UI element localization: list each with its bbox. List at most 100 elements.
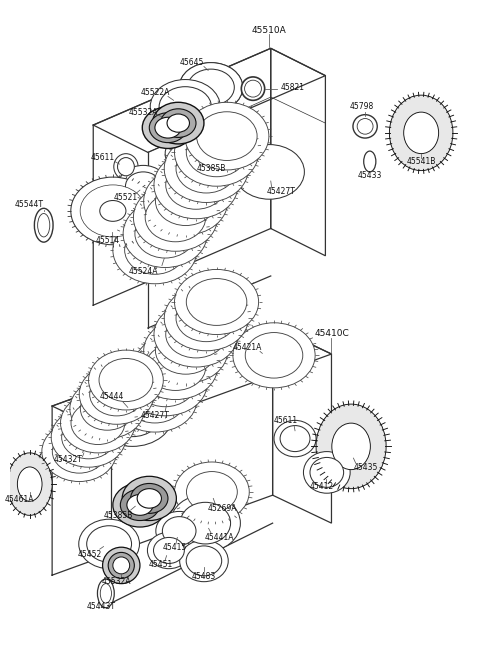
Ellipse shape [145,193,206,242]
Ellipse shape [123,351,207,416]
Text: 45412: 45412 [310,482,334,491]
Ellipse shape [154,151,238,218]
Ellipse shape [353,115,377,138]
Text: 45532A: 45532A [129,108,158,117]
Ellipse shape [113,367,197,432]
Ellipse shape [175,119,259,186]
Text: 45432T: 45432T [54,455,83,464]
Ellipse shape [37,213,50,237]
Ellipse shape [179,62,243,112]
Ellipse shape [233,323,315,388]
Ellipse shape [164,135,248,203]
Ellipse shape [42,422,117,482]
Ellipse shape [60,393,135,453]
Ellipse shape [156,177,216,226]
Ellipse shape [166,311,226,358]
Ellipse shape [159,87,211,127]
Text: 45522A: 45522A [140,88,169,97]
Ellipse shape [154,537,184,564]
Text: 45443T: 45443T [87,602,116,611]
Ellipse shape [80,185,145,237]
Text: 45524A: 45524A [129,267,158,276]
Text: 45532A: 45532A [102,577,132,586]
Ellipse shape [87,525,132,562]
Ellipse shape [104,391,161,437]
Text: 45451: 45451 [148,560,173,569]
Ellipse shape [175,270,259,335]
Text: 45435: 45435 [354,463,378,472]
Ellipse shape [150,79,220,134]
Ellipse shape [127,495,153,516]
Ellipse shape [71,177,155,245]
Ellipse shape [144,318,228,383]
Text: 45410C: 45410C [314,329,349,338]
Ellipse shape [113,483,167,527]
Ellipse shape [310,457,344,487]
Ellipse shape [52,430,106,473]
Ellipse shape [280,426,310,451]
Ellipse shape [389,95,453,171]
Text: 45385B: 45385B [104,511,133,520]
Ellipse shape [122,476,176,520]
Ellipse shape [186,128,247,176]
Ellipse shape [61,416,116,459]
Ellipse shape [186,279,247,325]
Ellipse shape [149,113,187,142]
Ellipse shape [241,77,264,100]
Ellipse shape [176,144,237,193]
Ellipse shape [174,136,220,172]
Ellipse shape [165,129,228,178]
Ellipse shape [79,520,140,569]
Ellipse shape [125,172,161,201]
Ellipse shape [186,472,237,512]
Text: 45441A: 45441A [204,533,234,542]
Ellipse shape [164,286,248,351]
Ellipse shape [147,532,191,569]
Text: 45611: 45611 [274,416,298,425]
Text: 45433: 45433 [358,171,382,180]
Text: 45421A: 45421A [233,343,262,352]
Text: 45544T: 45544T [14,200,43,209]
Ellipse shape [100,584,111,603]
Ellipse shape [113,216,197,284]
Ellipse shape [179,62,243,112]
Ellipse shape [108,552,134,579]
Ellipse shape [234,144,304,199]
Ellipse shape [185,102,269,170]
Ellipse shape [51,407,126,467]
Ellipse shape [113,557,130,574]
Ellipse shape [245,333,303,378]
Ellipse shape [142,107,193,148]
Text: 45510A: 45510A [252,26,287,35]
Ellipse shape [144,167,228,235]
Ellipse shape [245,80,262,97]
Text: 45521: 45521 [114,194,138,203]
Text: 45427T: 45427T [266,187,296,196]
Ellipse shape [188,69,234,106]
Ellipse shape [125,376,185,423]
Ellipse shape [118,165,168,207]
Ellipse shape [135,209,195,258]
Ellipse shape [89,350,163,410]
Ellipse shape [80,387,134,430]
Ellipse shape [114,154,138,180]
Ellipse shape [332,423,371,470]
Ellipse shape [156,327,216,374]
Ellipse shape [7,453,52,516]
Text: 45385B: 45385B [196,164,226,173]
Ellipse shape [186,546,222,576]
Ellipse shape [97,579,114,607]
Ellipse shape [364,151,376,172]
Ellipse shape [133,184,217,251]
Ellipse shape [167,114,190,133]
Ellipse shape [180,540,228,582]
Ellipse shape [316,404,386,489]
Ellipse shape [160,109,196,137]
Ellipse shape [100,201,126,221]
Ellipse shape [137,489,161,508]
Text: 45415: 45415 [162,543,187,552]
Ellipse shape [133,335,217,400]
Text: 45821: 45821 [281,83,305,92]
Ellipse shape [103,547,140,584]
Ellipse shape [176,295,237,342]
